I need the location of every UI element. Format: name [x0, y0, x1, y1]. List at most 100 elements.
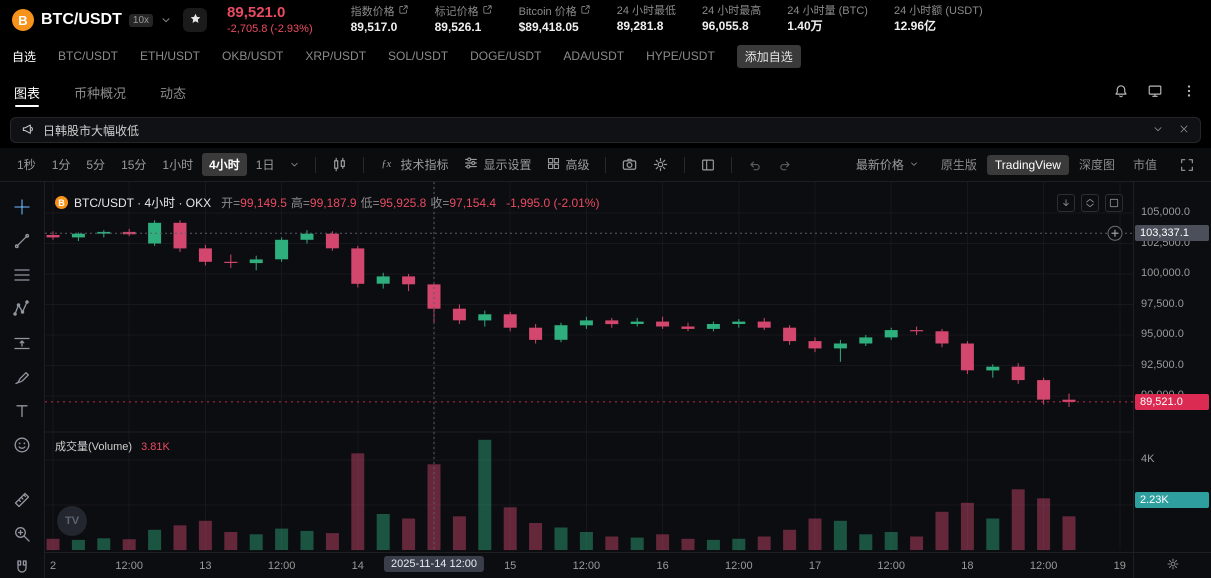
time-tick: 12:00 [877, 560, 905, 572]
last-price-badge: 89,521.0 [1135, 393, 1209, 410]
snapshot-camera-icon[interactable] [615, 156, 644, 173]
chart-settings-gear-icon[interactable] [646, 156, 675, 173]
chart-mode-市值[interactable]: 市值 [1132, 158, 1157, 172]
indicators-button[interactable]: ƒx 技术指标 [373, 155, 454, 174]
chart-mode-TradingView[interactable]: TradingView [986, 154, 1069, 175]
time-tick: 12:00 [572, 560, 601, 572]
tab-币种概况[interactable]: 币种概况 [74, 85, 127, 101]
pair-tab-btc-usdt[interactable]: BTC/USDT [58, 49, 119, 63]
more-menu-icon[interactable] [1181, 83, 1197, 102]
advanced-button[interactable]: 高级 [540, 156, 596, 174]
pair-tab-eth-usdt[interactable]: ETH/USDT [140, 49, 201, 63]
interval-1日[interactable]: 1日 [255, 158, 275, 172]
undo-icon[interactable] [741, 157, 769, 173]
pane-maximize-button[interactable] [1105, 194, 1123, 212]
price-mode-dropdown[interactable]: 最新价格 [850, 156, 925, 173]
xabcd-pattern-tool[interactable] [9, 298, 35, 319]
news-text[interactable]: 日韩股市大幅收低 [43, 123, 140, 138]
price-mode-label: 最新价格 [855, 158, 904, 172]
external-link-icon[interactable] [398, 4, 409, 19]
display-settings-button[interactable]: 显示设置 [457, 155, 538, 174]
trend-line-tool[interactable] [9, 230, 35, 251]
pane-move-down-button[interactable] [1057, 194, 1075, 212]
tab-bar: 图表 币种概况 动态 [0, 72, 1211, 112]
tabs: 图表 币种概况 动态 [14, 72, 186, 112]
brush-tool[interactable] [9, 366, 35, 387]
chart-mode-switch: 原生版 TradingView 深度图 市值 [933, 153, 1165, 176]
trade-panel-icon[interactable] [694, 157, 722, 173]
display-monitor-icon[interactable] [1147, 83, 1163, 102]
last-price: 89,521.0 [227, 3, 286, 21]
stat-item: 标记价格 89,526.1 [435, 4, 493, 36]
close-icon[interactable] [1178, 123, 1190, 138]
drawing-toolbar [0, 182, 45, 578]
header: B BTC/USDT 10x 89,521.0 -2,705.8 (-2.93%… [0, 0, 1211, 40]
stat-label: 24 小时额 (USDT) [893, 5, 983, 18]
stat-item: 24 小时最低 89,281.8 [617, 4, 676, 36]
news-ticker[interactable]: 日韩股市大幅收低 [10, 117, 1201, 143]
pair-tab-hype-usdt[interactable]: HYPE/USDT [646, 49, 715, 63]
chart-legend: B BTC/USDT · 4小时 · OKX 开=99,149.5 高=99,18… [55, 194, 599, 211]
tab-图表[interactable]: 图表 [14, 72, 40, 112]
magnet-tool[interactable] [9, 557, 35, 578]
pair-selector[interactable]: B BTC/USDT 10x [12, 8, 208, 32]
tradingview-logo[interactable]: TV [57, 506, 87, 536]
legend-低: 低=95,925.8 [360, 196, 427, 210]
pairs-nav: 自选 BTC/USDT ETH/USDT OKB/USDT XRP/USDT SOL/U… [0, 40, 1211, 72]
fx-icon: ƒx [379, 155, 395, 174]
toolbar-separator [604, 156, 606, 173]
interval-15分[interactable]: 15分 [121, 158, 147, 172]
pane-collapse-button[interactable] [1081, 194, 1099, 212]
interval-1小时[interactable]: 1小时 [162, 158, 194, 172]
emoji-tool[interactable] [9, 434, 35, 455]
price-tick: 100,000.0 [1141, 267, 1190, 279]
pair-name: BTC/USDT [41, 11, 122, 28]
favorites-tab[interactable]: 自选 [12, 49, 37, 64]
pair-tab-xrp-usdt[interactable]: XRP/USDT [305, 49, 367, 63]
interval-4小时[interactable]: 4小时 [202, 153, 247, 176]
toolbar-separator [730, 156, 732, 173]
chart-mode-原生版[interactable]: 原生版 [940, 158, 977, 172]
text-tool[interactable] [9, 400, 35, 421]
stat-value: 89,526.1 [434, 20, 482, 35]
long-short-position-tool[interactable] [9, 332, 35, 353]
interval-5分[interactable]: 5分 [86, 158, 106, 172]
candlestick-chart[interactable] [45, 182, 1133, 552]
add-favorite-button[interactable]: 添加自选 [736, 44, 801, 68]
interval-1分[interactable]: 1分 [51, 158, 71, 172]
alert-bell-icon[interactable] [1113, 83, 1129, 102]
fib-retracement-tool[interactable] [9, 264, 35, 285]
legend-收: 收=97,154.4 [430, 196, 497, 210]
fullscreen-icon[interactable] [1173, 157, 1201, 173]
interval-1秒[interactable]: 1秒 [17, 158, 36, 172]
time-tick: 19 [1113, 560, 1126, 572]
toolbar-separator [315, 156, 317, 173]
redo-icon[interactable] [771, 157, 799, 173]
zoom-in-tool[interactable] [9, 523, 35, 544]
stat-value: 12.96亿 [893, 19, 937, 34]
crosshair-tool[interactable] [9, 196, 35, 217]
pair-tab-ada-usdt[interactable]: ADA/USDT [563, 49, 625, 63]
measure-tool[interactable] [9, 489, 35, 510]
pair-tab-doge-usdt[interactable]: DOGE/USDT [470, 49, 542, 63]
pane-controls [1057, 194, 1123, 212]
price-tick: 105,000.0 [1141, 206, 1190, 218]
pair-tab-okb-usdt[interactable]: OKB/USDT [222, 49, 284, 63]
axis-gear-icon[interactable] [1166, 557, 1180, 574]
interval-dropdown-icon[interactable] [283, 159, 306, 170]
pair-tab-sol-usdt[interactable]: SOL/USDT [388, 49, 449, 63]
external-link-icon[interactable] [482, 4, 493, 19]
external-link-icon[interactable] [580, 4, 591, 19]
favorite-star-button[interactable] [183, 8, 208, 32]
chevron-down-icon[interactable] [1152, 123, 1164, 138]
time-axis[interactable]: 2 12:00 13 12:00 14 2025-11-14 12:00 15 12:00 16… [45, 552, 1133, 578]
chart-toolbar: 1秒 1分 5分 15分 1小时 4小时 1日 ƒx 技术指标 显示设置 高级 最新价格 [0, 148, 1211, 182]
price-axis[interactable]: 105,000.0 102,500.0 100,000.0 97,500.0 95,00… [1133, 182, 1211, 578]
chart-plot[interactable]: B BTC/USDT · 4小时 · OKX 开=99,149.5 高=99,18… [45, 182, 1133, 578]
tab-动态[interactable]: 动态 [160, 85, 187, 101]
volume-legend: 成交量(Volume) 3.81K [55, 438, 170, 454]
chart-mode-深度图[interactable]: 深度图 [1078, 158, 1115, 172]
candle-style-icon[interactable] [325, 156, 354, 173]
time-tick: 12:00 [725, 560, 753, 572]
